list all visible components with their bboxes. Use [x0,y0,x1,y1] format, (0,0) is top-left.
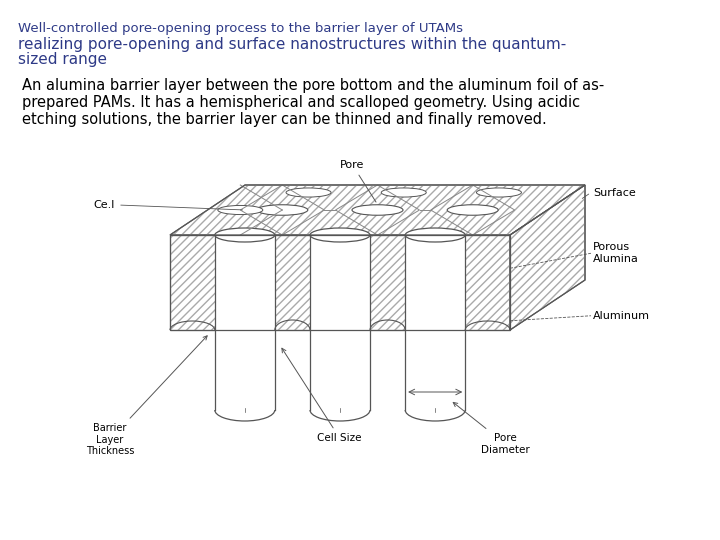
Bar [215,235,275,410]
Text: Pore
Diameter: Pore Diameter [453,402,530,455]
Text: Surface: Surface [593,187,636,198]
Text: An alumina barrier layer between the pore bottom and the aluminum foil of as-: An alumina barrier layer between the por… [22,78,604,93]
Ellipse shape [215,228,275,242]
Ellipse shape [257,205,308,215]
Ellipse shape [218,205,263,214]
Ellipse shape [447,205,498,215]
Text: sized range: sized range [18,52,107,67]
Text: Barrier
Layer
Thickness: Barrier Layer Thickness [86,336,207,456]
Polygon shape [170,185,585,235]
Bar [310,235,370,410]
Polygon shape [170,235,510,330]
Ellipse shape [405,228,465,242]
Text: Cell Size: Cell Size [282,348,362,443]
Text: realizing pore-opening and surface nanostructures within the quantum-: realizing pore-opening and surface nanos… [18,37,566,52]
Ellipse shape [286,188,331,197]
Text: Aluminum: Aluminum [593,310,650,321]
Text: prepared PAMs. It has a hemispherical and scalloped geometry. Using acidic: prepared PAMs. It has a hemispherical an… [22,95,580,110]
Text: Well-controlled pore-opening process to the barrier layer of UTAMs: Well-controlled pore-opening process to … [18,22,463,35]
Text: Pore: Pore [341,160,376,202]
Text: Porous
Alumina: Porous Alumina [593,242,639,265]
Bar [405,235,465,410]
Ellipse shape [477,188,521,197]
Ellipse shape [310,228,370,242]
Ellipse shape [382,188,426,197]
Text: Ce.l: Ce.l [94,200,115,210]
Ellipse shape [352,205,403,215]
Text: etching solutions, the barrier layer can be thinned and finally removed.: etching solutions, the barrier layer can… [22,112,546,127]
Polygon shape [510,185,585,330]
